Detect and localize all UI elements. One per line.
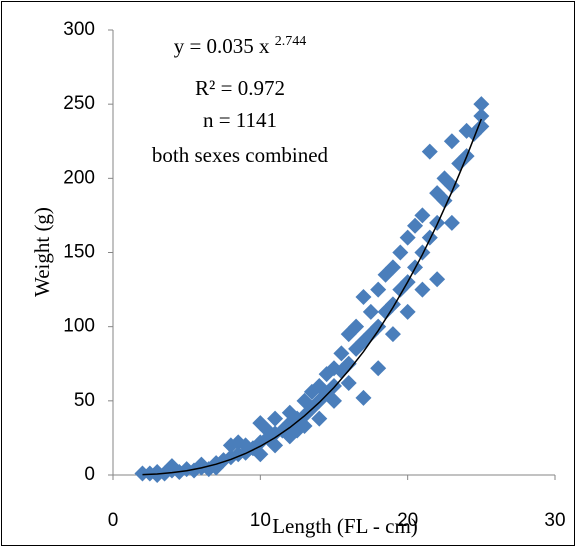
data-point bbox=[384, 326, 401, 343]
data-point bbox=[348, 318, 365, 335]
data-point bbox=[414, 281, 431, 298]
equation: y = 0.035 x bbox=[174, 34, 275, 58]
data-point bbox=[473, 96, 490, 113]
fit-curve bbox=[142, 118, 483, 476]
data-point bbox=[340, 355, 357, 372]
y-tick-label: 50 bbox=[74, 390, 95, 411]
x-tick-label: 20 bbox=[397, 510, 418, 531]
exponent: 2.744 bbox=[275, 34, 307, 49]
data-point bbox=[311, 410, 328, 427]
data-point bbox=[384, 259, 401, 276]
data-point bbox=[429, 271, 446, 288]
data-point bbox=[443, 214, 460, 231]
x-tick-label: 10 bbox=[250, 510, 271, 531]
data-point bbox=[267, 410, 284, 427]
annotation: y = 0.035 x 2.744 bbox=[174, 34, 307, 58]
data-point bbox=[473, 108, 490, 125]
data-point bbox=[267, 437, 284, 454]
x-tick-label: 0 bbox=[108, 510, 119, 531]
annotation: n = 1141 bbox=[203, 108, 277, 132]
data-point bbox=[399, 229, 416, 246]
x-tick-label: 30 bbox=[544, 510, 565, 531]
data-point bbox=[421, 229, 438, 246]
data-point bbox=[421, 143, 438, 160]
data-point bbox=[414, 244, 431, 261]
data-point bbox=[296, 418, 313, 435]
data-point bbox=[443, 133, 460, 150]
data-point bbox=[392, 244, 409, 261]
scatter-series bbox=[134, 96, 490, 483]
data-point bbox=[355, 389, 372, 406]
y-tick-label: 250 bbox=[63, 93, 95, 114]
y-tick-label: 150 bbox=[63, 242, 95, 263]
data-point bbox=[436, 192, 453, 209]
annotation: both sexes combined bbox=[152, 143, 329, 167]
data-point bbox=[414, 207, 431, 224]
annotation: R² = 0.972 bbox=[195, 76, 285, 100]
y-tick-label: 100 bbox=[63, 316, 95, 337]
y-tick-label: 0 bbox=[84, 464, 95, 485]
chart-frame bbox=[1, 1, 575, 546]
data-point bbox=[399, 303, 416, 320]
data-point bbox=[340, 375, 357, 392]
y-tick-label: 300 bbox=[63, 19, 95, 40]
data-point bbox=[465, 125, 482, 142]
data-point bbox=[407, 217, 424, 234]
y-tick-label: 200 bbox=[63, 167, 95, 188]
data-point bbox=[355, 289, 372, 305]
data-point bbox=[370, 318, 387, 335]
data-point bbox=[252, 446, 269, 463]
data-point bbox=[333, 345, 350, 362]
x-axis-title: Length (FL - cm) bbox=[272, 514, 418, 538]
data-point bbox=[362, 303, 379, 320]
data-point bbox=[326, 392, 342, 409]
data-point bbox=[370, 281, 387, 298]
y-axis-title: Weight (g) bbox=[30, 207, 54, 297]
data-point bbox=[370, 360, 387, 377]
data-point bbox=[473, 118, 490, 135]
